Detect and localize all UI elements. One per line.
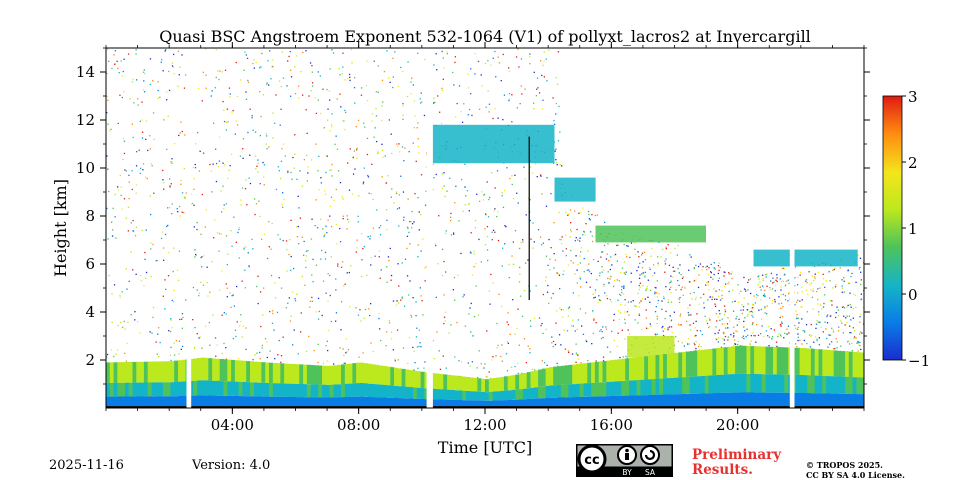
y-tick-label: 12 [76,111,95,129]
svg-text:cc: cc [584,453,599,468]
colorbar-tick-label: 2 [908,154,918,172]
colorbar-ticks: 3 2 1 0 −1 [902,88,930,370]
svg-text:SA: SA [645,468,656,477]
data-gaps [186,48,795,408]
y-axis-label: Height [km] [51,179,70,277]
colorbar-tick-label: −1 [908,352,930,370]
x-tick-label: 20:00 [716,416,759,434]
colorbar-tick-label: 1 [908,220,918,238]
layer-cloud-plateau [554,177,596,202]
y-axis: 2 4 6 8 10 12 14 [76,47,870,385]
x-axis: 04:00 08:00 12:00 16:00 20:00 [105,42,865,434]
colorbar-tick-label: 3 [908,88,918,106]
data-gap [186,48,192,408]
y-tick-label: 2 [85,351,95,369]
chart-title: Quasi BSC Angstroem Exponent 532-1064 (V… [159,27,811,46]
colorbar [882,95,903,361]
x-axis-label: Time [UTC] [438,438,532,457]
svg-text:BY: BY [622,468,632,477]
y-tick-label: 4 [85,303,95,321]
preliminary-note: Preliminary Results. [692,447,782,478]
colorbar-tick-label: 0 [908,286,918,304]
data-gap [426,48,433,408]
sa-share-icon [640,445,660,465]
cloud-layers [431,124,858,358]
footer-date: 2025-11-16 [49,458,124,473]
x-tick-label: 08:00 [337,416,380,434]
boundary-layer [106,345,864,408]
x-tick-label: 12:00 [463,416,506,434]
cc-license-badge: cc BY SA [576,444,673,477]
y-tick-label: 8 [85,207,95,225]
x-tick-label: 16:00 [590,416,633,434]
y-tick-label: 6 [85,255,95,273]
data-gap [789,48,795,408]
cc-icon [577,444,607,474]
heatmap-area [106,48,864,408]
x-tick-label: 04:00 [211,416,254,434]
y-tick-label: 14 [76,63,95,81]
layer-cloud-late [753,249,858,267]
y-tick-label: 10 [76,159,95,177]
layer-aerosol-mid [627,336,675,358]
footer-version: Version: 4.0 [192,458,271,473]
copyright-note: © TROPOS 2025. CC BY SA 4.0 License. [806,460,905,480]
layer-cloud-mid [595,225,706,243]
layer-cirrus-upper [431,124,555,164]
